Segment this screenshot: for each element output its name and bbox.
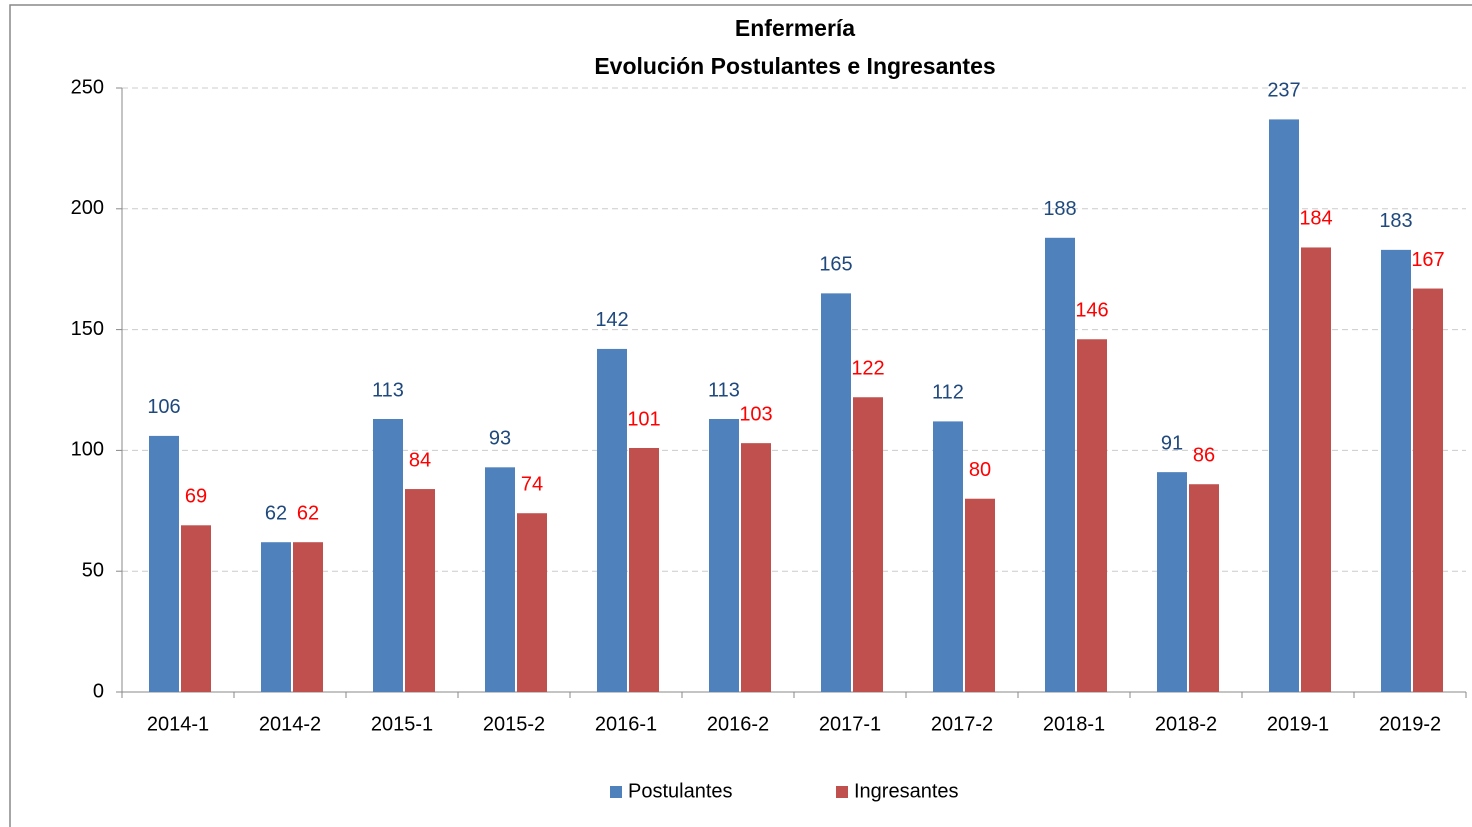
- data-label: 80: [969, 459, 991, 481]
- bar: [373, 418, 403, 692]
- data-label: 74: [521, 473, 543, 495]
- chart-title: Enfermería: [735, 15, 855, 41]
- data-label: 188: [1043, 198, 1076, 220]
- data-label: 69: [185, 486, 207, 508]
- bar: [629, 447, 659, 692]
- data-label: 122: [851, 358, 884, 380]
- bar: [933, 421, 963, 692]
- legend-swatch: [610, 786, 622, 798]
- x-tick-label: 2017-1: [819, 713, 881, 735]
- x-tick-label: 2014-1: [147, 713, 209, 735]
- x-tick-label: 2015-2: [483, 713, 545, 735]
- data-label: 101: [627, 408, 660, 430]
- x-tick-label: 2016-1: [595, 713, 657, 735]
- bar: [1269, 119, 1299, 692]
- y-tick-label: 0: [93, 680, 104, 702]
- bar: [261, 542, 291, 692]
- x-tick-label: 2015-1: [371, 713, 433, 735]
- data-label: 113: [708, 379, 740, 401]
- data-label: 84: [409, 449, 431, 471]
- data-label: 86: [1193, 445, 1215, 467]
- bar: [1077, 339, 1107, 692]
- bar: [853, 397, 883, 692]
- bar: [517, 513, 547, 692]
- data-label: 91: [1161, 432, 1183, 454]
- x-tick-label: 2018-1: [1043, 713, 1105, 735]
- bar: [405, 489, 435, 692]
- bar: [1381, 249, 1411, 692]
- bar: [1189, 484, 1219, 692]
- x-tick-label: 2019-2: [1379, 713, 1441, 735]
- bar: [1413, 288, 1443, 692]
- data-label: 183: [1379, 210, 1412, 232]
- bar: [1301, 247, 1331, 692]
- y-tick-label: 100: [71, 439, 104, 461]
- bar: [485, 467, 515, 692]
- data-label: 62: [297, 502, 319, 524]
- legend-label: Postulantes: [628, 780, 733, 802]
- y-tick-label: 150: [71, 318, 104, 340]
- legend-label: Ingresantes: [854, 780, 959, 802]
- x-tick-label: 2016-2: [707, 713, 769, 735]
- data-label: 106: [147, 396, 180, 418]
- bar: [741, 443, 771, 692]
- bar: [293, 542, 323, 692]
- data-label: 142: [595, 309, 628, 331]
- chart-frame: [9, 4, 1472, 827]
- bar: [1045, 237, 1075, 693]
- data-label: 167: [1411, 249, 1444, 271]
- bar: [965, 498, 995, 692]
- x-tick-label: 2017-2: [931, 713, 993, 735]
- bar: [709, 418, 739, 692]
- data-label: 62: [265, 502, 287, 524]
- bar: [597, 348, 627, 692]
- y-tick-label: 50: [82, 559, 104, 581]
- y-tick-label: 200: [71, 197, 104, 219]
- data-label: 103: [739, 403, 772, 425]
- chart-subtitle: Evolución Postulantes e Ingresantes: [594, 53, 995, 79]
- data-label: 237: [1267, 80, 1300, 102]
- data-label: 113: [372, 379, 404, 401]
- bar: [1157, 472, 1187, 692]
- bar: [149, 435, 179, 692]
- data-label: 146: [1075, 300, 1108, 322]
- legend-swatch: [836, 786, 848, 798]
- x-tick-label: 2014-2: [259, 713, 321, 735]
- data-label: 93: [489, 428, 511, 450]
- y-tick-label: 250: [71, 76, 104, 98]
- data-label: 165: [819, 254, 852, 276]
- x-tick-label: 2018-2: [1155, 713, 1217, 735]
- data-label: 184: [1299, 208, 1332, 230]
- data-label: 112: [932, 382, 964, 404]
- x-tick-label: 2019-1: [1267, 713, 1329, 735]
- bar: [821, 293, 851, 692]
- bar: [181, 525, 211, 692]
